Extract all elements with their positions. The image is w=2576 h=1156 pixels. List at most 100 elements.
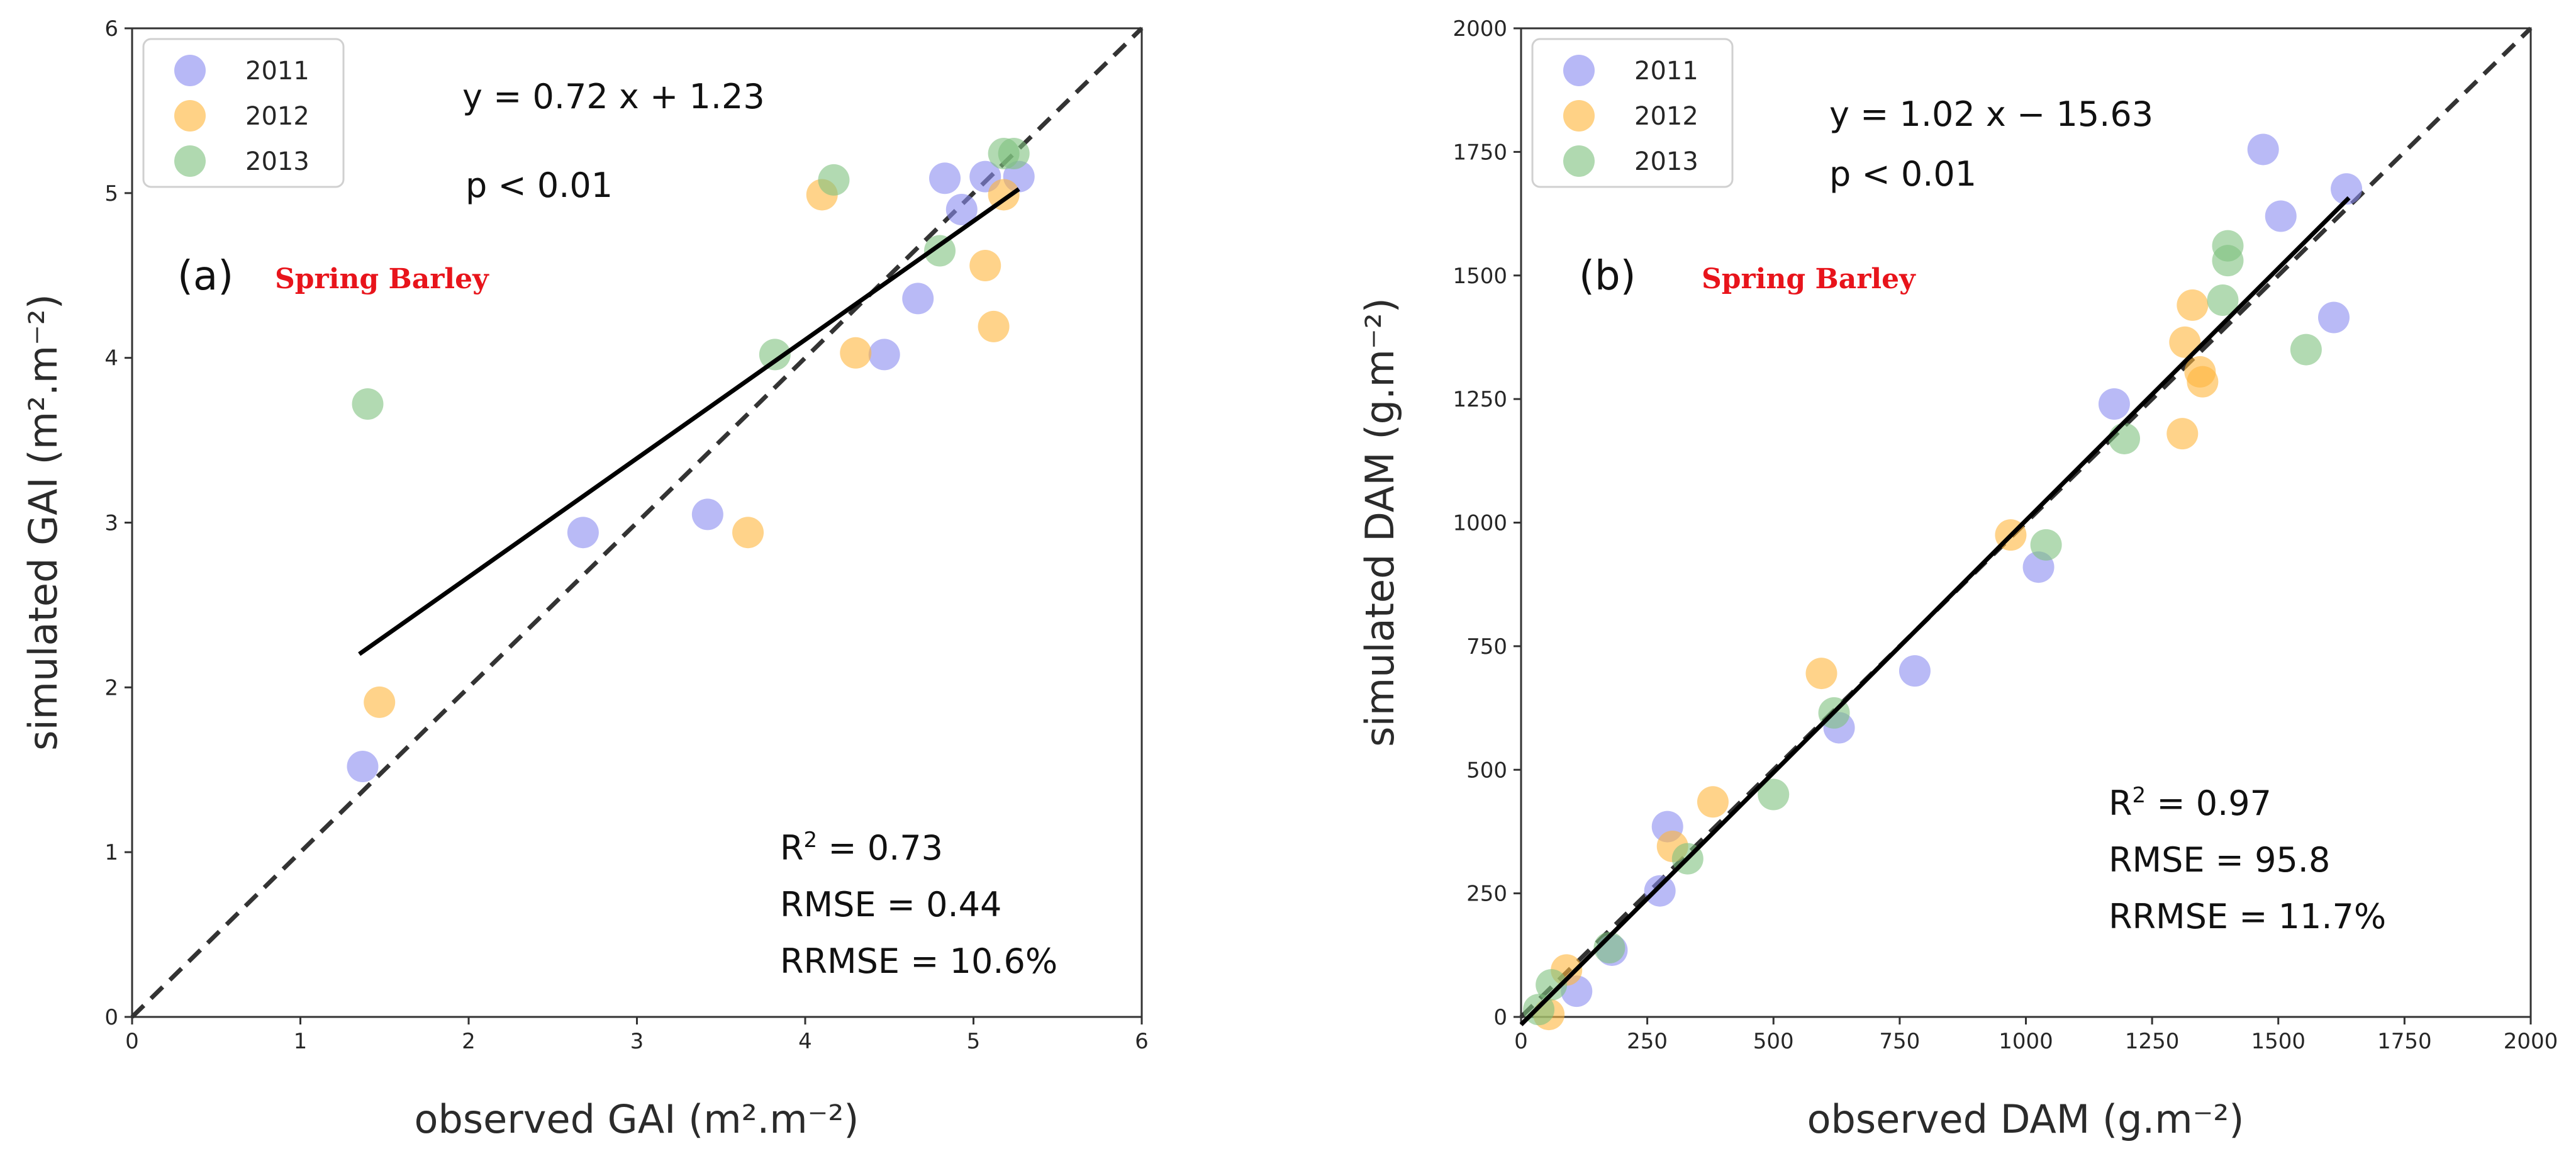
panel-a-x-tick-label: 5 <box>967 1029 981 1054</box>
panel-a-y-tick-label: 3 <box>104 511 118 536</box>
panel-b-point-2011 <box>1644 875 1676 907</box>
panel-a-point-2011 <box>868 339 900 371</box>
panel-b-legend-marker-2012 <box>1563 100 1595 132</box>
panel-b-y-tick-label: 1250 <box>1452 387 1507 412</box>
panel-a-point-2011 <box>347 751 379 783</box>
panel-a-label: (a) <box>177 253 233 300</box>
panel-b-y-tick-label: 0 <box>1493 1005 1507 1030</box>
panel-b-point-2013 <box>2030 529 2062 561</box>
panel-a-legend-label-2012: 2012 <box>245 102 309 131</box>
panel-b-y-tick-label: 500 <box>1466 758 1507 783</box>
panel-b-points <box>1523 133 2363 1031</box>
panel-b-crop-label: Spring Barley <box>1702 263 1916 295</box>
panel-b-legend-marker-2013 <box>1563 145 1595 177</box>
panel-b-legend-label-2012: 2012 <box>1634 102 1698 131</box>
panel-b-point-2013 <box>1536 968 1568 1001</box>
panel-a-y-tick-label: 5 <box>104 181 118 206</box>
panel-b-x-tick-label: 1750 <box>2377 1029 2432 1054</box>
panel-b-x-tick-label: 1000 <box>1999 1029 2053 1054</box>
panel-b-point-2011 <box>2318 301 2350 334</box>
panel-b-fit-line <box>1519 196 2351 1026</box>
panel-b-y-tick-label: 1750 <box>1452 140 1507 165</box>
panel-b-legend-label-2011: 2011 <box>1634 57 1698 86</box>
panel-b-x-tick-label: 0 <box>1514 1029 1528 1054</box>
panel-a-y-tick-label: 6 <box>104 16 118 42</box>
panel-a-point-2013 <box>759 339 791 371</box>
panel-a-r2-value: = 0.73 <box>817 828 943 868</box>
panel-a-x-tick-label: 0 <box>125 1029 139 1054</box>
panel-b-point-2013 <box>2108 422 2140 454</box>
panel-b-x-tick-label: 500 <box>1753 1029 1794 1054</box>
panel-a-point-2013 <box>998 137 1030 169</box>
panel-b-point-2013 <box>1593 932 1625 964</box>
panel-a-x-tick-label: 1 <box>294 1029 308 1054</box>
panel-a-point-2012 <box>969 250 1001 282</box>
panel-b-point-2011 <box>2265 200 2297 232</box>
panel-a-point-2012 <box>364 686 396 718</box>
panel-a-point-2011 <box>945 194 978 226</box>
panel-b-point-2012 <box>2187 366 2219 398</box>
panel-b-r2: R2 = 0.97 <box>2109 783 2272 823</box>
panel-a-point-2011 <box>929 162 961 194</box>
panel-a-legend-box <box>142 38 345 188</box>
panel-b-ticks: 0 250 500 750 1000 1250 1500 1750 2000 0 250 500 750… <box>1452 16 2558 1054</box>
panel-b: 0 250 500 750 1000 1250 1500 1750 2000 0 250 500 750… <box>1357 16 2558 1142</box>
panel-a-x-tick-label: 4 <box>798 1029 812 1054</box>
panel-a-y-tick-label: 0 <box>104 1005 118 1030</box>
panel-b-point-2011 <box>2098 388 2130 420</box>
panel-b-x-tick-label: 250 <box>1627 1029 1668 1054</box>
panel-b-point-2011 <box>2331 173 2363 205</box>
panel-a-y-tick-label: 2 <box>104 675 118 700</box>
panel-b-y-tick-label: 2000 <box>1452 16 1507 42</box>
panel-b-x-tick-label: 1250 <box>2125 1029 2180 1054</box>
panel-a-point-2013 <box>924 235 956 267</box>
panel-a-legend-label-2011: 2011 <box>245 57 309 86</box>
panel-a-legend-label-2013: 2013 <box>245 147 309 176</box>
panel-b-x-tick-label: 1500 <box>2251 1029 2306 1054</box>
panel-a-point-2011 <box>691 498 723 530</box>
panel-b-y-tick-label: 1500 <box>1452 264 1507 289</box>
panel-b-p-value: p < 0.01 <box>1829 154 1977 194</box>
panel-a-y-axis-label: simulated GAI (m².m⁻²) <box>20 294 66 751</box>
panel-a-ticks: 0 1 2 3 4 5 6 0 1 2 3 4 5 6 <box>104 16 1148 1054</box>
panel-a-point-2012 <box>732 517 764 549</box>
panel-b-point-2012 <box>1697 786 1729 818</box>
panel-b-legend-box <box>1531 38 1734 188</box>
panel-a-rrmse: RRMSE = 10.6% <box>780 941 1057 981</box>
panel-a-identity-line <box>130 26 1144 1019</box>
panel-a-x-tick-label: 2 <box>462 1029 476 1054</box>
panel-b-point-2013 <box>2207 284 2239 317</box>
panel-b-point-2012 <box>2166 418 2199 450</box>
panel-a-legend-marker-2013 <box>174 145 206 177</box>
panel-a-point-2013 <box>352 388 384 420</box>
panel-b-legend: 2011 2012 2013 <box>1531 38 1734 188</box>
panel-a-legend-marker-2012 <box>174 100 206 132</box>
panel-a-point-2011 <box>902 283 934 315</box>
panel-a-x-axis-label: observed GAI (m².m⁻²) <box>415 1096 859 1142</box>
panel-b-legend-label-2013: 2013 <box>1634 147 1698 176</box>
panel-a-y-tick-label: 4 <box>104 346 118 371</box>
panel-b-r2-sup: 2 <box>2133 783 2146 808</box>
panel-a-point-2013 <box>818 164 850 196</box>
panel-b-point-2013 <box>2212 230 2244 262</box>
panel-b-label: (b) <box>1579 253 1636 300</box>
panel-b-y-tick-label: 1000 <box>1452 511 1507 536</box>
panel-a-point-2012 <box>978 310 1010 342</box>
panel-a-point-2012 <box>840 337 872 369</box>
panel-a-fit-line <box>358 187 1020 656</box>
panel-a-p-value: p < 0.01 <box>466 166 613 205</box>
panel-b-x-tick-label: 750 <box>1879 1029 1920 1054</box>
panel-b-point-2012 <box>2169 326 2201 358</box>
panel-b-y-tick-label: 250 <box>1466 882 1507 907</box>
panel-b-point-2011 <box>2247 133 2279 166</box>
panel-a-point-2011 <box>567 517 599 549</box>
panel-b-r2-prefix: R <box>2109 783 2133 823</box>
panel-a-points <box>347 137 1035 783</box>
panel-a-y-tick-label: 1 <box>104 840 118 865</box>
panel-a-fit-equation: y = 0.72 x + 1.23 <box>462 77 765 116</box>
panel-b-x-tick-label: 2000 <box>2504 1029 2558 1054</box>
panel-a-r2-sup: 2 <box>804 828 818 853</box>
panel-a-legend-marker-2011 <box>174 55 206 86</box>
panel-b-r2-value: = 0.97 <box>2146 783 2272 823</box>
